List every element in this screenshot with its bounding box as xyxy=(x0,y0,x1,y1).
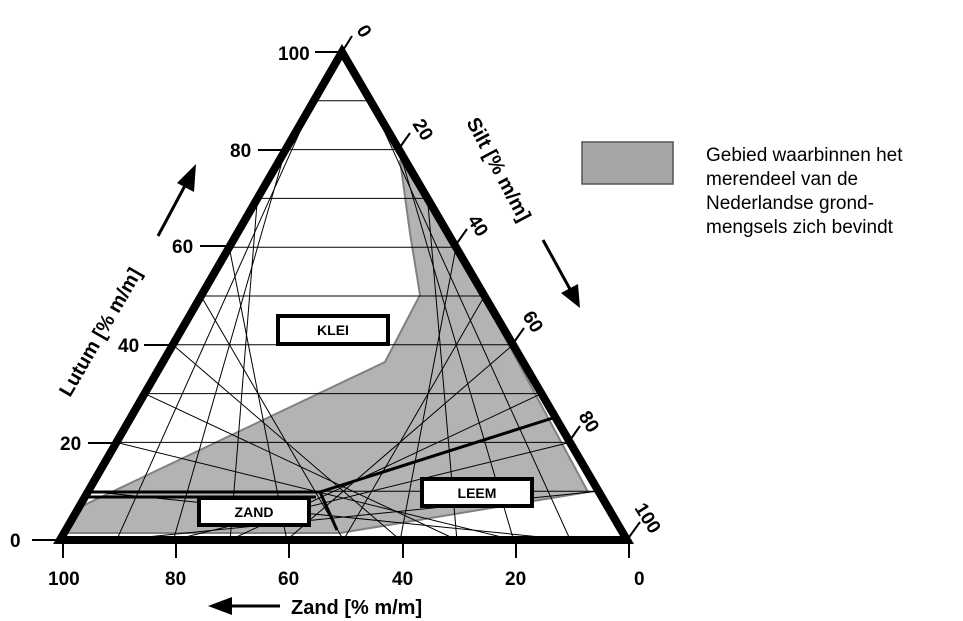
clay-tick-100: 100 xyxy=(278,44,310,65)
sand-direction-arrow xyxy=(208,597,280,615)
silt-tick-20: 20 xyxy=(408,116,437,145)
legend-swatch xyxy=(581,141,674,185)
legend-text: Gebied waarbinnen het merendeel van de N… xyxy=(706,144,956,240)
grid-line-silt xyxy=(398,149,515,540)
zand-label: ZAND xyxy=(235,504,274,520)
clay-tick-80: 80 xyxy=(230,141,251,162)
clay-tick-0: 0 xyxy=(10,531,21,552)
sand-tick-0: 0 xyxy=(634,569,645,590)
silt-tick-80: 80 xyxy=(574,408,603,437)
sand-tick-40: 40 xyxy=(392,569,413,590)
grid-line-sand xyxy=(172,344,401,540)
sand-tick-100: 100 xyxy=(48,569,80,590)
leem-boundary-line xyxy=(319,415,557,494)
grid-line-sand xyxy=(144,393,458,540)
clay-tick-40: 40 xyxy=(118,336,139,357)
silt-tick-40: 40 xyxy=(463,212,492,241)
klei-label: KLEI xyxy=(317,322,349,338)
silt-axis-title: Silt [% m/m] xyxy=(462,114,535,225)
legend-line-4: mengsels zich bevindt xyxy=(706,217,893,238)
triangle-outline xyxy=(53,44,634,544)
zand-label-box: ZAND xyxy=(197,496,311,527)
silt-tick-0: 0 xyxy=(352,22,375,42)
tick-marks xyxy=(32,35,641,558)
sand-tick-60: 60 xyxy=(278,569,299,590)
sand-axis-title: Zand [% m/m] xyxy=(291,597,422,619)
clay-tick-60: 60 xyxy=(172,237,193,258)
silt-direction-arrow xyxy=(541,239,580,308)
grid-line-silt xyxy=(399,247,457,540)
klei-label-box: KLEI xyxy=(276,314,390,346)
clay-direction-arrow xyxy=(156,164,196,237)
sand-tick-80: 80 xyxy=(165,569,186,590)
grid-line-sand xyxy=(200,295,344,540)
grid-line-silt xyxy=(343,295,485,540)
legend-line-2: merendeel van de xyxy=(706,169,859,190)
sand-tick-20: 20 xyxy=(505,569,526,590)
clay-tick-20: 20 xyxy=(60,434,81,455)
leem-label: LEEM xyxy=(458,485,497,501)
silt-tick-100: 100 xyxy=(630,500,665,538)
grid-line-silt xyxy=(370,100,571,540)
legend-line-3: Nederlandse grond- xyxy=(706,193,874,214)
legend-line-1: Gebied waarbinnen het xyxy=(706,145,903,166)
clay-axis-title: Lutum [% m/m] xyxy=(55,264,146,400)
leem-label-box: LEEM xyxy=(420,477,534,508)
